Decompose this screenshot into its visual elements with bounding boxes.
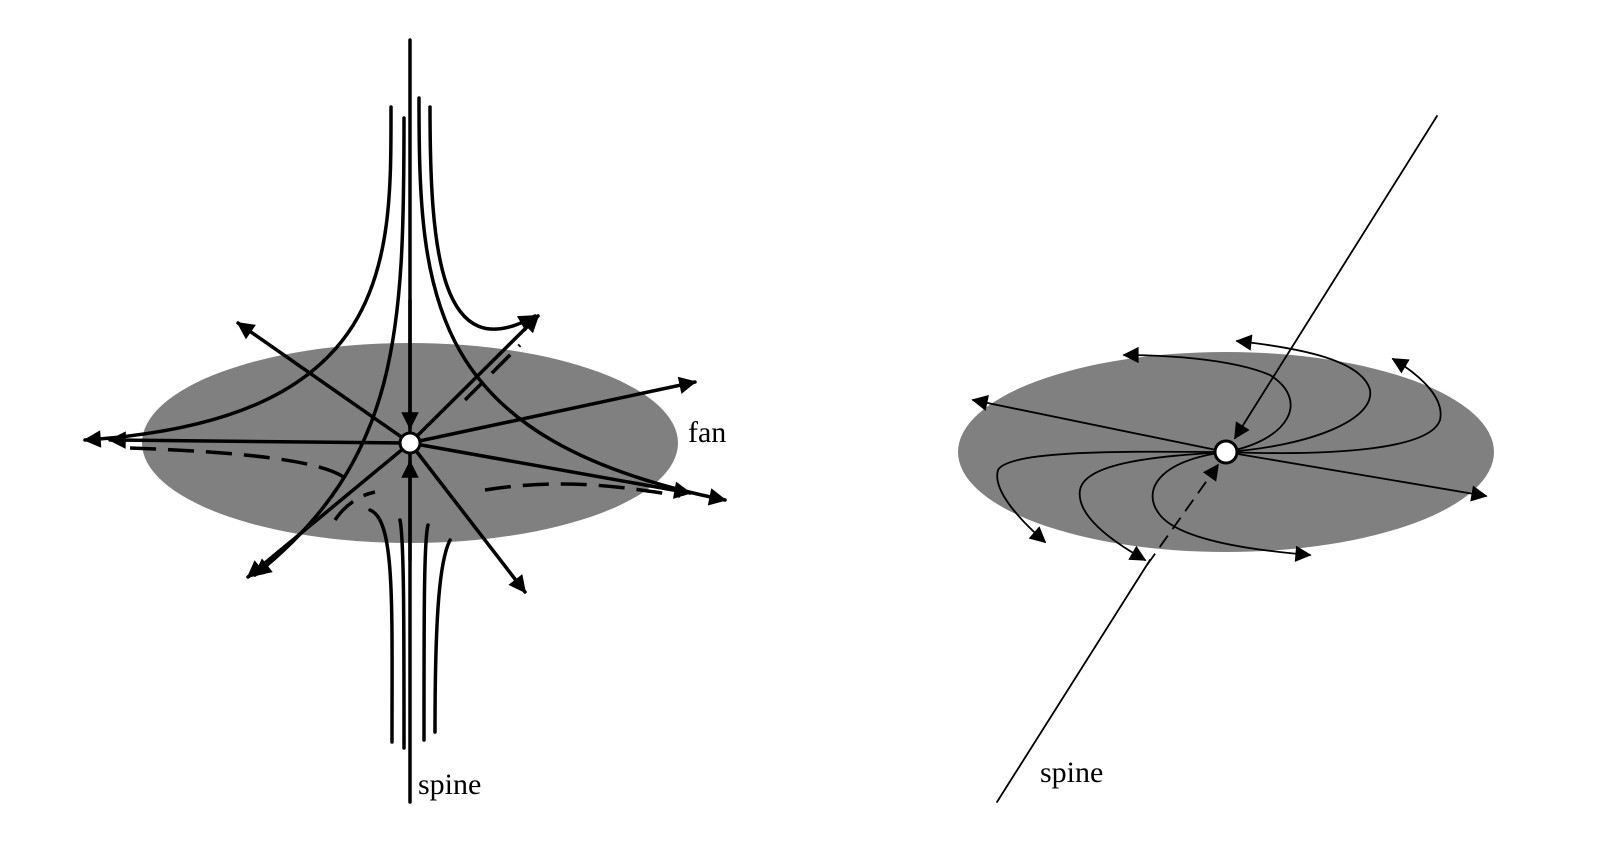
fan-straight-lines <box>971 395 1488 502</box>
spine-label-left: spine <box>418 768 481 801</box>
right-panel: spine <box>958 115 1494 803</box>
null-point-left <box>398 431 422 455</box>
spine-line-right-bottom <box>996 559 1151 803</box>
fan-label: fan <box>688 416 726 449</box>
fan-spiral-lines <box>996 334 1442 562</box>
spine-line-right-top <box>1234 115 1438 440</box>
dashed-field-lines <box>129 343 681 521</box>
null-point-right <box>1213 439 1239 465</box>
lower-field-lines <box>368 508 452 750</box>
left-panel: fan spine <box>83 38 727 804</box>
fan-radial-arrows <box>108 314 697 594</box>
spine-label-right: spine <box>1040 756 1103 789</box>
